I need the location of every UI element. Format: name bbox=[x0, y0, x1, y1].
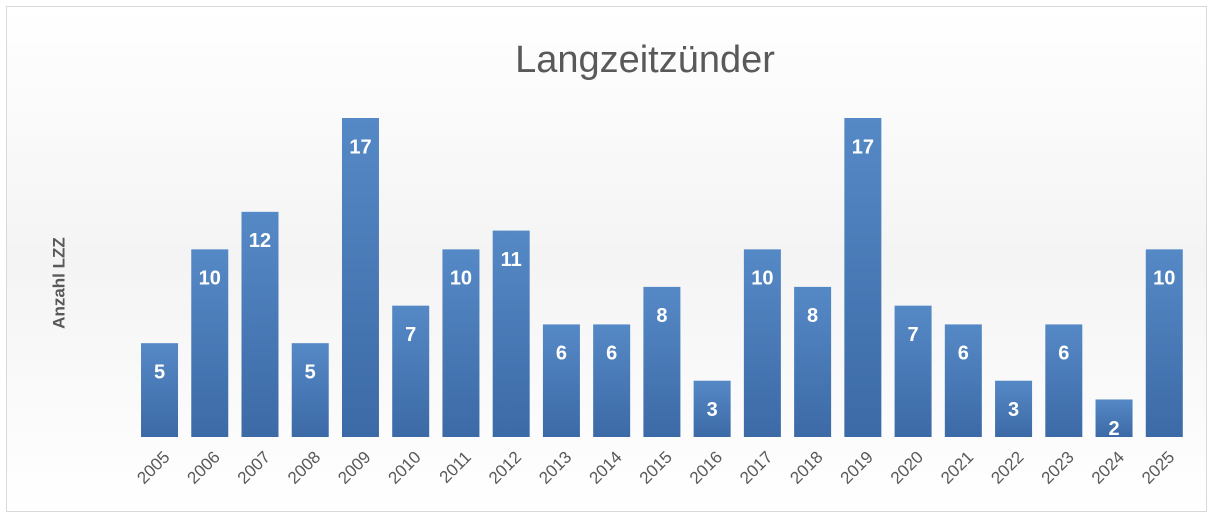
y-axis-label: Anzahl LZZ bbox=[49, 237, 68, 329]
bar bbox=[191, 249, 229, 437]
bar bbox=[442, 249, 480, 437]
data-label: 5 bbox=[305, 361, 316, 383]
data-label: 5 bbox=[154, 361, 165, 383]
data-label: 10 bbox=[199, 268, 221, 290]
bar bbox=[944, 324, 982, 437]
data-label: 17 bbox=[349, 136, 371, 158]
bar bbox=[1095, 399, 1133, 437]
data-label: 10 bbox=[751, 268, 773, 290]
bar bbox=[492, 230, 530, 437]
bar bbox=[291, 343, 329, 437]
data-label: 3 bbox=[707, 399, 718, 421]
data-label: 6 bbox=[958, 343, 969, 365]
data-label: 6 bbox=[1058, 343, 1069, 365]
chart-title: Langzeitzünder bbox=[515, 39, 775, 81]
data-label: 2 bbox=[1108, 418, 1119, 440]
bar bbox=[894, 305, 932, 437]
data-label: 10 bbox=[450, 268, 472, 290]
bar bbox=[141, 343, 179, 437]
bar bbox=[643, 286, 681, 437]
bar bbox=[392, 305, 430, 437]
data-label: 17 bbox=[852, 136, 874, 158]
bar bbox=[241, 211, 279, 437]
bar bbox=[844, 118, 882, 437]
bar bbox=[794, 286, 832, 437]
bar bbox=[1145, 249, 1183, 437]
data-label: 3 bbox=[1008, 399, 1019, 421]
data-label: 6 bbox=[556, 343, 567, 365]
bar bbox=[743, 249, 781, 437]
bar bbox=[341, 118, 379, 437]
data-label: 6 bbox=[606, 343, 617, 365]
data-label: 11 bbox=[501, 249, 522, 271]
data-label: 8 bbox=[656, 305, 667, 327]
data-label: 10 bbox=[1153, 268, 1175, 290]
data-label: 7 bbox=[405, 324, 416, 346]
bar bbox=[1045, 324, 1083, 437]
bar bbox=[693, 380, 731, 437]
data-label: 7 bbox=[908, 324, 919, 346]
bar bbox=[542, 324, 580, 437]
bar bbox=[593, 324, 631, 437]
data-label: 12 bbox=[249, 230, 271, 252]
data-label: 8 bbox=[807, 305, 818, 327]
bar bbox=[995, 380, 1033, 437]
